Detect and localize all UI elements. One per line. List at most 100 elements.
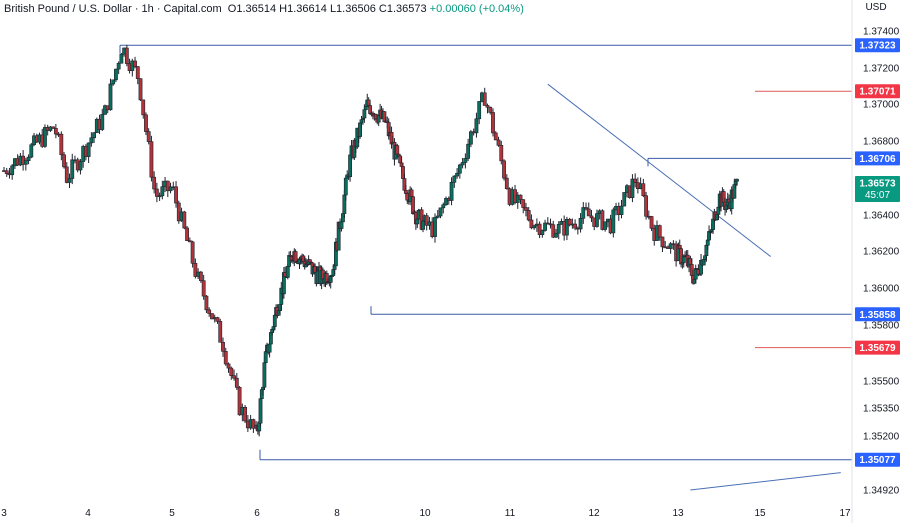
candle bbox=[201, 274, 206, 300]
candle bbox=[293, 249, 298, 263]
candle bbox=[165, 180, 170, 198]
horizontal-levels bbox=[119, 44, 852, 461]
candle bbox=[493, 131, 498, 141]
currency-label[interactable]: USD bbox=[865, 2, 887, 13]
candle bbox=[226, 362, 231, 373]
time-tick-label: 8 bbox=[334, 508, 340, 519]
candle bbox=[603, 221, 608, 232]
candle bbox=[595, 209, 599, 228]
candle bbox=[735, 178, 739, 186]
price-label-text: 1.36573 bbox=[859, 178, 896, 189]
candle bbox=[657, 224, 662, 241]
candle bbox=[4, 167, 9, 177]
candle bbox=[114, 68, 118, 83]
time-tick-label: 13 bbox=[672, 508, 684, 519]
time-tick-label: 11 bbox=[505, 508, 516, 519]
candle bbox=[193, 258, 198, 279]
price-label-badge[interactable]: 1.37323 bbox=[855, 38, 900, 53]
candle bbox=[135, 66, 140, 85]
candle bbox=[584, 202, 588, 211]
price-label-badge[interactable]: 1.35077 bbox=[855, 452, 900, 467]
candle bbox=[491, 108, 495, 137]
candle bbox=[444, 196, 448, 206]
price-label-badge[interactable]: 1.35858 bbox=[855, 307, 900, 322]
candlestick-series bbox=[2, 44, 739, 437]
candle bbox=[630, 174, 635, 203]
price-label-badge[interactable]: 1.36706 bbox=[855, 151, 900, 166]
candle bbox=[144, 112, 148, 136]
time-tick-label: 15 bbox=[754, 508, 766, 519]
price-label-text: 1.37323 bbox=[859, 41, 896, 52]
trend-line[interactable] bbox=[547, 83, 771, 257]
price-label-text: 1.36706 bbox=[859, 154, 896, 165]
time-tick-label: 5 bbox=[169, 508, 175, 519]
change-value: +0.00060 (+0.04%) bbox=[429, 3, 524, 15]
candle bbox=[556, 221, 561, 240]
candle bbox=[152, 171, 157, 194]
price-label-badge[interactable]: 1.35679 bbox=[855, 340, 900, 355]
candle bbox=[589, 209, 594, 223]
countdown-text: 45:07 bbox=[865, 190, 890, 201]
candle bbox=[622, 192, 627, 207]
candle bbox=[207, 307, 212, 317]
candle bbox=[204, 295, 209, 313]
candle bbox=[468, 130, 473, 148]
candle bbox=[504, 174, 509, 190]
price-tick-label: 1.36400 bbox=[863, 211, 900, 222]
candle bbox=[234, 372, 239, 390]
chart-legend: British Pound / U.S. Dollar · 1h · Capit… bbox=[4, 3, 524, 15]
price-tick-label: 1.37000 bbox=[863, 100, 900, 111]
candle bbox=[435, 210, 440, 219]
symbol-title: British Pound / U.S. Dollar · 1h · Capit… bbox=[4, 3, 222, 15]
price-tick-label: 1.36000 bbox=[863, 284, 900, 295]
candle bbox=[251, 418, 256, 433]
price-tick-label: 1.35800 bbox=[863, 321, 900, 332]
candle bbox=[565, 216, 569, 241]
candle bbox=[53, 124, 58, 139]
candle bbox=[441, 202, 446, 214]
price-label-text: 1.35679 bbox=[859, 343, 896, 354]
candle bbox=[499, 140, 504, 165]
candle bbox=[187, 237, 192, 243]
candle bbox=[586, 202, 591, 217]
candle bbox=[237, 386, 242, 416]
price-label-text: 1.35858 bbox=[859, 310, 896, 321]
candle bbox=[62, 151, 66, 169]
candle bbox=[124, 44, 129, 67]
candle bbox=[141, 99, 146, 119]
candle bbox=[600, 209, 605, 231]
price-axis-ticks: 1.37400 1.37200 1.37000 1.36800 1.36400 1.362… bbox=[863, 27, 900, 497]
price-tick-label: 1.37200 bbox=[863, 64, 900, 75]
candle bbox=[89, 132, 94, 147]
candle bbox=[633, 173, 638, 188]
candle bbox=[649, 215, 654, 231]
time-tick-label: 10 bbox=[419, 508, 431, 519]
candle bbox=[218, 318, 223, 343]
candle bbox=[221, 337, 225, 357]
time-axis-ticks: 3 4 5 6 8 10 11 12 13 15 17 bbox=[1, 508, 851, 519]
candle bbox=[548, 218, 553, 229]
price-tick-label: 1.36200 bbox=[863, 247, 900, 258]
price-tick-label: 1.35200 bbox=[863, 432, 900, 443]
candle bbox=[567, 217, 572, 227]
candle bbox=[154, 182, 159, 203]
candle bbox=[64, 162, 69, 184]
candle bbox=[537, 221, 542, 239]
candle bbox=[243, 405, 248, 424]
low-value: L1.36506 bbox=[329, 3, 376, 15]
candle bbox=[70, 153, 75, 185]
candle bbox=[78, 159, 83, 175]
candle bbox=[215, 316, 220, 324]
candle bbox=[457, 163, 462, 179]
candle bbox=[532, 224, 537, 230]
candle bbox=[573, 219, 578, 231]
candle bbox=[223, 347, 228, 366]
candle bbox=[146, 128, 151, 145]
candle bbox=[477, 101, 482, 125]
candle bbox=[449, 177, 454, 206]
candle bbox=[185, 226, 189, 242]
trend-line[interactable] bbox=[690, 472, 841, 491]
price-label-badge[interactable]: 1.37071 bbox=[855, 84, 900, 99]
